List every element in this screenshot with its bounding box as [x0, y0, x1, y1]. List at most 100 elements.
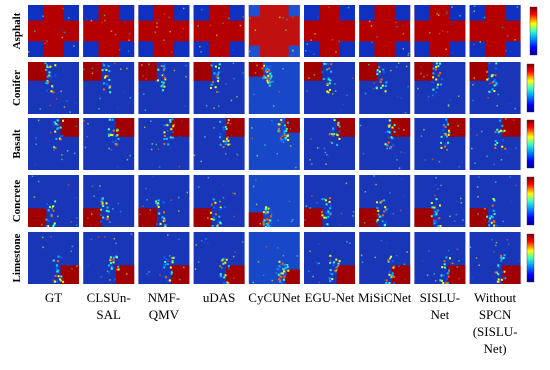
map-speckle [338, 125, 341, 128]
map-noise [376, 36, 378, 38]
map-noise [222, 196, 225, 199]
column-label: Net) [484, 341, 507, 356]
map-noise [400, 209, 402, 212]
map-noise [272, 105, 275, 107]
map-noise [276, 268, 279, 270]
map-noise [86, 135, 88, 138]
map-speckle [493, 78, 496, 81]
map-speckle [500, 129, 503, 132]
map-speckle [214, 86, 217, 89]
map-speckle [283, 272, 286, 275]
map-speckle [278, 129, 281, 132]
map-noise [377, 213, 380, 216]
map-speckle [329, 280, 332, 283]
map-noise [469, 246, 472, 248]
map-noise [108, 147, 110, 150]
map-noise [304, 219, 306, 221]
map-speckle [227, 143, 230, 146]
map-speckle [56, 270, 59, 273]
map-noise [317, 16, 319, 18]
map-speckle [163, 67, 166, 70]
map-speckle [441, 266, 444, 269]
map-speckle [172, 256, 175, 259]
map-noise [270, 213, 273, 215]
map-noise [375, 183, 377, 186]
map-speckle [378, 215, 381, 218]
map-speckle [225, 258, 228, 261]
map-speckle [503, 129, 506, 132]
map-noise [83, 120, 86, 122]
map-noise [110, 148, 112, 151]
map-speckle [376, 201, 379, 204]
map-speckle [440, 279, 443, 282]
map-speckle [50, 90, 53, 93]
map-speckle [263, 219, 266, 222]
map-speckle [500, 278, 503, 281]
map-speckle [209, 211, 212, 214]
map-speckle [171, 136, 174, 139]
map-noise [487, 96, 489, 99]
map-speckle [219, 222, 222, 225]
map-noise [66, 150, 69, 152]
abundance-map [304, 232, 355, 284]
map-region [469, 41, 485, 57]
abundance-map [138, 5, 190, 57]
map-noise [472, 84, 474, 86]
map-speckle [493, 84, 496, 87]
map-speckle [222, 257, 225, 260]
map-noise [169, 255, 171, 257]
map-speckle [169, 136, 172, 139]
map-noise [316, 147, 319, 149]
map-speckle [209, 87, 212, 90]
map-speckle [279, 140, 282, 143]
map-speckle [447, 129, 450, 132]
map-region [359, 62, 378, 81]
map-noise [161, 89, 163, 92]
map-speckle [376, 70, 379, 73]
map-noise [35, 137, 37, 139]
map-noise [180, 36, 183, 39]
map-noise [97, 236, 100, 238]
map-noise [476, 134, 478, 136]
map-noise [242, 16, 244, 18]
map-noise [31, 175, 34, 177]
map-noise [325, 63, 328, 65]
map-noise [346, 94, 348, 97]
map-speckle [446, 141, 449, 144]
map-speckle [387, 260, 390, 263]
map-noise [420, 73, 422, 75]
map-noise [286, 18, 288, 21]
abundance-map [83, 232, 135, 284]
map-region [118, 5, 135, 21]
map-speckle [222, 262, 225, 265]
map-speckle [392, 144, 395, 147]
map-speckle [432, 67, 435, 70]
map-speckle [54, 200, 57, 203]
map-speckle [382, 199, 385, 202]
map-speckle [498, 280, 501, 283]
map-speckle [391, 126, 394, 129]
map-noise [403, 152, 406, 154]
map-noise [273, 244, 276, 247]
map-speckle [337, 123, 340, 126]
map-speckle [286, 264, 289, 267]
map-speckle [384, 206, 387, 209]
map-speckle [111, 118, 114, 121]
map-speckle [56, 119, 59, 122]
column-label: SAL [96, 307, 121, 322]
map-speckle [277, 278, 280, 281]
map-speckle [49, 65, 52, 68]
map-speckle [287, 269, 290, 272]
map-speckle [169, 120, 172, 123]
map-speckle [375, 220, 378, 223]
map-noise [330, 141, 332, 143]
map-speckle [112, 261, 115, 264]
map-noise [435, 184, 437, 186]
map-region [138, 41, 154, 57]
map-speckle [279, 275, 282, 278]
map-noise [516, 6, 519, 8]
map-region [304, 208, 323, 227]
map-speckle [163, 134, 166, 137]
map-speckle [104, 75, 107, 78]
